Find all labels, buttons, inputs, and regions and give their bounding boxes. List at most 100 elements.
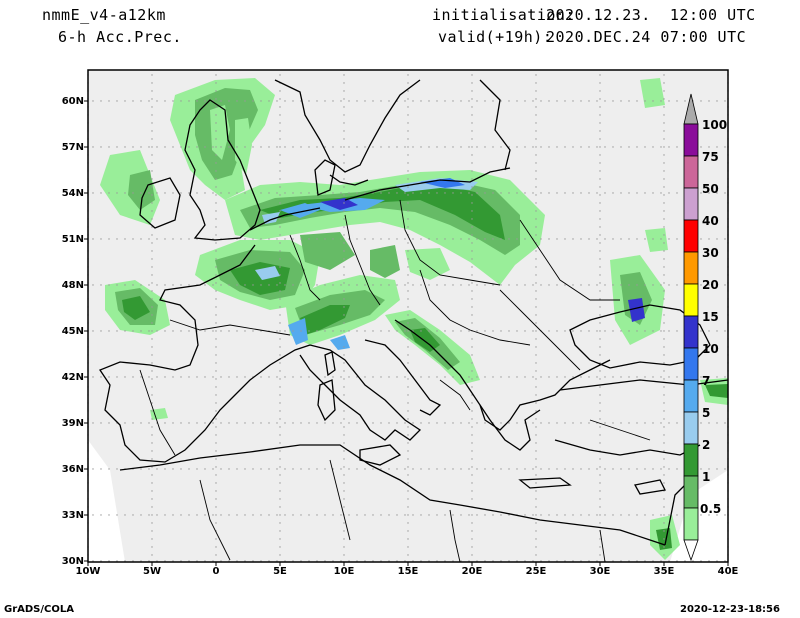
grid-dot [663, 362, 665, 364]
grid-dot [212, 146, 214, 148]
grid-dot [412, 422, 414, 424]
grid-dot [388, 376, 390, 378]
grid-dot [356, 468, 358, 470]
grid-dot [588, 192, 590, 194]
grid-dot [380, 146, 382, 148]
grid-dot [407, 194, 409, 196]
grid-dot [540, 376, 542, 378]
grid-dot [215, 210, 217, 212]
grid-dot [100, 192, 102, 194]
grid-dot [663, 402, 665, 404]
grid-dot [404, 100, 406, 102]
grid-dot [535, 402, 537, 404]
grid-dot [132, 100, 134, 102]
grid-dot [663, 202, 665, 204]
grid-dot [340, 100, 342, 102]
grid-dot [279, 314, 281, 316]
grid-dot [204, 192, 206, 194]
grid-dot [599, 162, 601, 164]
grid-dot [356, 514, 358, 516]
grid-dot [636, 330, 638, 332]
grid-dot [412, 100, 414, 102]
grid-dot [164, 468, 166, 470]
grid-dot [471, 546, 473, 548]
grid-dot [100, 100, 102, 102]
grid-dot [599, 546, 601, 548]
grid-dot [724, 376, 726, 378]
grid-dot [508, 284, 510, 286]
grid-dot [279, 98, 281, 100]
grid-dot [428, 192, 430, 194]
grid-dot [436, 100, 438, 102]
grid-dot [300, 468, 302, 470]
grid-dot [663, 554, 665, 556]
grid-dot [572, 100, 574, 102]
grid-dot [151, 458, 153, 460]
grid-dot [180, 146, 182, 148]
grid-dot [564, 330, 566, 332]
grid-dot [292, 468, 294, 470]
grid-dot [407, 266, 409, 268]
grid-dot [407, 186, 409, 188]
grid-dot [316, 514, 318, 516]
grid-dot [372, 514, 374, 516]
grid-dot [215, 162, 217, 164]
grid-dot [340, 284, 342, 286]
grid-dot [663, 234, 665, 236]
lat-label-42n: 42N [61, 372, 84, 383]
grid-dot [268, 422, 270, 424]
grid-dot [215, 194, 217, 196]
grid-dot [452, 468, 454, 470]
grid-dot [244, 468, 246, 470]
grid-dot [663, 98, 665, 100]
grid-dot [660, 100, 662, 102]
grid-dot [716, 192, 718, 194]
grid-dot [516, 468, 518, 470]
grid-dot [532, 330, 534, 332]
grid-dot [215, 226, 217, 228]
colorbar-swatch [683, 123, 699, 157]
lon-label-30e: 30E [589, 566, 611, 577]
grid-dot [364, 146, 366, 148]
grid-dot [292, 238, 294, 240]
grid-dot [663, 154, 665, 156]
colorbar-label-100: 100 [702, 118, 728, 132]
grid-dot [468, 238, 470, 240]
grid-dot [132, 376, 134, 378]
grid-dot [316, 284, 318, 286]
grid-dot [588, 330, 590, 332]
grid-dot [348, 514, 350, 516]
grid-dot [663, 250, 665, 252]
grid-dot [108, 468, 110, 470]
grid-dot [132, 192, 134, 194]
grid-dot [628, 468, 630, 470]
grid-dot [428, 468, 430, 470]
grid-dot [268, 468, 270, 470]
grid-dot [132, 514, 134, 516]
grid-dot [612, 238, 614, 240]
grid-dot [471, 250, 473, 252]
grid-dot [599, 554, 601, 556]
grid-dot [151, 522, 153, 524]
grid-dot [236, 100, 238, 102]
grid-dot [724, 514, 726, 516]
grid-dot [668, 284, 670, 286]
grid-dot [599, 74, 601, 76]
lon-label-10e: 10E [333, 566, 355, 577]
grid-dot [407, 530, 409, 532]
grid-dot [215, 554, 217, 556]
grid-dot [407, 146, 409, 148]
grid-dot [228, 100, 230, 102]
grid-dot [407, 74, 409, 76]
grid-dot [471, 162, 473, 164]
grid-dot [644, 468, 646, 470]
grid-dot [708, 284, 710, 286]
grid-dot [516, 146, 518, 148]
init-value: 2020.12.23. 12:00 UTC [546, 6, 756, 24]
grid-dot [92, 146, 94, 148]
grid-dot [652, 238, 654, 240]
grid-dot [471, 202, 473, 204]
grid-dot [492, 100, 494, 102]
grid-dot [548, 514, 550, 516]
grid-dot [599, 426, 601, 428]
